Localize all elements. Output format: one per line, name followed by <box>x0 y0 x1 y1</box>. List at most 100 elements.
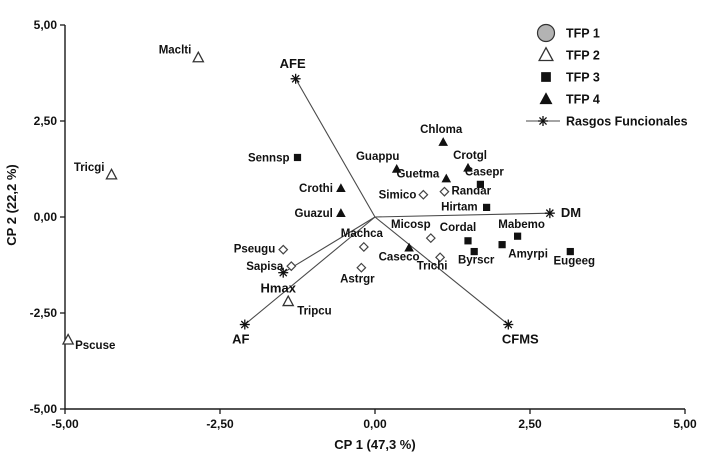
point-label-Casepr: Casepr <box>465 166 505 178</box>
point-label-Astrgr: Astrgr <box>340 274 375 286</box>
trait-asterisk-DM <box>544 208 555 219</box>
data-point-Byrscr <box>470 247 478 256</box>
point-label-Cordal: Cordal <box>440 222 476 234</box>
legend-label-5: Rasgos Funcionales <box>566 115 688 129</box>
point-label-Machca: Machca <box>341 228 384 240</box>
point-label-Guazul: Guazul <box>295 208 333 220</box>
axes: -5,00 -2,50 0,00 2,50 5,00 5,00 2,50 0,00 -2,50 -… <box>4 18 697 452</box>
data-point-Chloma <box>438 137 448 146</box>
point-label-Micosp: Micosp <box>391 219 431 231</box>
y-tick-label: -2,50 <box>30 306 58 320</box>
legend: TFP 1 TFP 2 TFP 3 TFP 4 Rasgos Funcionales <box>526 23 688 129</box>
data-point-Tripcu <box>282 294 295 307</box>
y-axis-title: CP 2 (22,2 %) <box>4 164 19 245</box>
data-point-Astrgr <box>356 262 367 273</box>
legend-label-1: TFP 1 <box>566 27 600 41</box>
trait-vector-lines <box>244 78 550 325</box>
data-point-Maclti <box>192 50 205 63</box>
point-label-Caseco: Caseco <box>379 252 420 264</box>
legend-label-2: TFP 2 <box>566 49 600 63</box>
trait-asterisk-Hmax <box>278 267 289 278</box>
data-point-Guetma <box>441 173 452 183</box>
trait-label-AF: AF <box>232 332 249 347</box>
point-label-Amyrpi: Amyrpi <box>508 249 548 261</box>
trait-asterisk-CFMS <box>503 319 514 330</box>
legend-label-3: TFP 3 <box>566 71 600 85</box>
point-label-Tripcu: Tripcu <box>297 305 332 317</box>
point-label-Crotgl: Crotgl <box>453 150 487 162</box>
data-point-Caseco <box>404 242 414 252</box>
data-point-Randar <box>439 186 450 197</box>
trait-label-AFE: AFE <box>280 56 306 71</box>
data-point-Sapisa <box>286 261 297 272</box>
point-label-Randar: Randar <box>451 186 491 198</box>
data-point-Sennsp <box>293 153 302 162</box>
point-label-Trichi: Trichi <box>417 260 448 272</box>
trait-label-DM: DM <box>561 205 581 220</box>
y-tick-label: -5,00 <box>30 402 58 416</box>
data-point-Simico <box>418 189 429 200</box>
x-tick-label: -2,50 <box>206 417 234 431</box>
series-tfp-1: Simico Randar Micosp Machca Trichi Pseugu Sapi… <box>234 186 492 286</box>
point-label-Sennsp: Sennsp <box>248 152 290 164</box>
data-point-Tricgi <box>105 167 118 180</box>
data-point-Eugeeg <box>566 247 574 256</box>
trait-vector-DM <box>374 212 550 218</box>
point-label-Chloma: Chloma <box>420 124 463 136</box>
trait-vector-Hmax <box>282 216 376 274</box>
trait-vector-AF <box>244 216 376 325</box>
data-point-Guazul <box>336 208 346 217</box>
point-label-Guetma: Guetma <box>396 169 439 181</box>
y-tick-label: 0,00 <box>34 210 58 224</box>
y-tick-label: 2,50 <box>34 114 58 128</box>
trait-vector-AFE <box>295 78 376 218</box>
data-point-Amyrpi <box>498 241 506 249</box>
point-label-Pscuse: Pscuse <box>75 340 115 352</box>
trait-asterisk-AF <box>239 319 250 330</box>
trait-vector-markers: AFE DM Hmax AF CFMS <box>232 56 581 347</box>
data-point-Micosp <box>425 233 436 244</box>
data-point-Trichi <box>435 252 446 263</box>
point-label-Simico: Simico <box>379 190 417 202</box>
series-tfp-4: Chloma Guappu Crotgl Guetma Crothi Guazul Case… <box>295 124 487 264</box>
x-tick-label: 0,00 <box>363 417 387 431</box>
data-point-Casepr <box>476 180 484 188</box>
legend-triangle-filled-icon <box>539 92 553 105</box>
legend-asterisk-icon <box>538 116 548 126</box>
point-label-Tricgi: Tricgi <box>74 162 105 174</box>
point-label-Maclti: Maclti <box>159 45 192 57</box>
x-tick-label: 2,50 <box>518 417 542 431</box>
series-tfp-2: Maclti Tricgi Pscuse Tripcu <box>61 45 332 352</box>
data-point-Pseugu <box>278 244 289 255</box>
legend-square-filled-icon <box>541 72 551 82</box>
data-point-Pscuse <box>61 333 75 345</box>
legend-label-4: TFP 4 <box>566 93 600 107</box>
point-label-Pseugu: Pseugu <box>234 244 276 256</box>
data-point-Crothi <box>336 183 346 192</box>
y-tick-label: 5,00 <box>34 18 58 32</box>
x-tick-label: -5,00 <box>51 417 79 431</box>
legend-circle-gray-icon <box>536 23 556 43</box>
point-label-Byrscr: Byrscr <box>458 255 495 267</box>
series-tfp-3: Sennsp Casepr Hirtam Mabemo Cordal Byrscr Amyr… <box>248 152 595 267</box>
trait-label-CFMS: CFMS <box>502 332 539 347</box>
point-label-Mabemo: Mabemo <box>498 219 545 231</box>
x-tick-label: 5,00 <box>673 417 697 431</box>
point-label-Eugeeg: Eugeeg <box>554 256 596 268</box>
data-point-Guappu <box>391 164 402 173</box>
legend-triangle-open-icon <box>538 46 554 62</box>
data-point-Cordal <box>464 237 472 245</box>
data-point-Mabemo <box>514 232 522 240</box>
trait-label-Hmax: Hmax <box>261 281 297 296</box>
point-label-Hirtam: Hirtam <box>441 201 477 213</box>
data-point-Crotgl <box>463 162 473 172</box>
point-label-Guappu: Guappu <box>356 151 399 163</box>
data-point-Machca <box>358 241 369 253</box>
data-point-Hirtam <box>483 203 491 211</box>
point-label-Sapisa: Sapisa <box>246 261 284 273</box>
x-axis-title: CP 1 (47,3 %) <box>334 437 415 452</box>
trait-asterisk-AFE <box>290 73 301 84</box>
trait-vector-CFMS <box>374 216 509 325</box>
